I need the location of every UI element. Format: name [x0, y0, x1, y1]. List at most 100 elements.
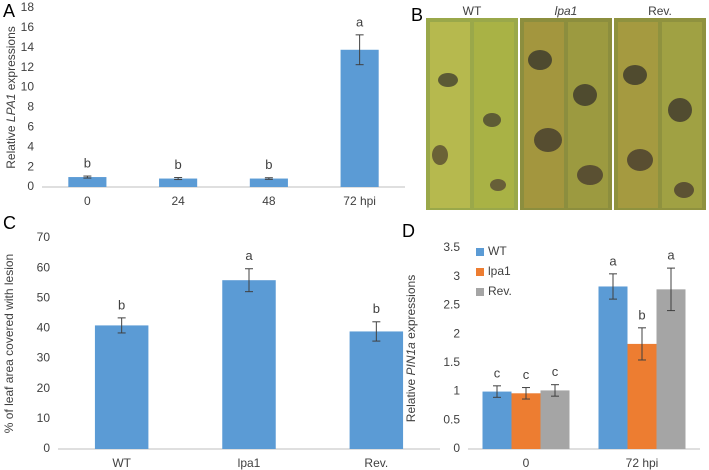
significance-label: b: [118, 297, 125, 312]
photo-label: WT: [463, 4, 482, 18]
significance-label: a: [356, 14, 364, 29]
significance-label: c: [552, 364, 559, 379]
y-tick-label: 6: [27, 120, 34, 134]
y-tick-label: 12: [21, 60, 35, 74]
error-bar: [638, 327, 646, 361]
significance-label: a: [245, 248, 253, 263]
lesion: [490, 179, 506, 191]
lesion: [483, 113, 501, 127]
y-tick-label: 18: [21, 0, 35, 14]
y-tick-label: 0: [453, 441, 460, 455]
significance-label: b: [373, 301, 380, 316]
y-tick-label: 70: [37, 230, 51, 244]
y-axis-label-part: % of leaf area covered with lesion: [2, 254, 16, 433]
error-bar: [355, 34, 364, 66]
lesion: [668, 98, 692, 122]
y-tick-label: 16: [21, 20, 35, 34]
y-tick-label: 10: [21, 80, 35, 94]
significance-label: b: [638, 307, 645, 322]
y-tick-label: 1: [453, 384, 460, 398]
lesion: [573, 84, 597, 106]
bar: [511, 393, 541, 449]
y-axis-label-part: expressions: [404, 275, 418, 342]
legend-label: WT: [488, 244, 507, 258]
y-tick-label: 40: [37, 321, 51, 335]
error-bar: [551, 384, 559, 397]
y-tick-label: 50: [37, 290, 51, 304]
lesion: [534, 128, 562, 152]
panel-letter: B: [411, 5, 423, 25]
y-tick-label: 0: [27, 179, 34, 193]
bar: [349, 331, 404, 449]
y-tick-label: 60: [37, 260, 51, 274]
y-axis-label: Relative LPA1 expressions: [4, 26, 18, 169]
error-bar: [174, 177, 183, 181]
bar: [340, 49, 379, 188]
panel-letter: C: [3, 213, 16, 233]
bar: [598, 286, 628, 449]
significance-label: b: [84, 155, 91, 170]
lesion: [577, 165, 603, 185]
y-tick-label: 14: [21, 40, 35, 54]
y-tick-label: 2: [453, 326, 460, 340]
legend-swatch: [476, 268, 484, 276]
y-tick-label: 3.5: [443, 240, 460, 254]
y-axis-label-part: PIN1a: [404, 342, 418, 376]
lesion: [623, 65, 647, 85]
lesion: [627, 149, 653, 171]
y-axis-label-part: LPA1: [4, 94, 18, 122]
legend-swatch: [476, 248, 484, 256]
x-tick-label: Rev.: [364, 456, 388, 470]
error-bar: [609, 273, 617, 300]
lesion: [674, 182, 694, 198]
significance-label: a: [667, 248, 675, 263]
x-tick-label: 72 hpi: [626, 456, 659, 470]
error-bar: [522, 387, 530, 400]
panel-letter: D: [402, 221, 415, 241]
y-axis-label: Relative PIN1a expressions: [404, 275, 418, 422]
significance-label: b: [265, 157, 272, 172]
panel-letter: A: [3, 1, 15, 21]
photo-label: Rev.: [648, 4, 672, 18]
error-bar: [493, 385, 501, 398]
x-tick-label: WT: [112, 456, 131, 470]
y-tick-label: 4: [27, 139, 34, 153]
error-bar: [372, 321, 381, 342]
y-tick-label: 2: [27, 159, 34, 173]
x-tick-label: 72 hpi: [343, 194, 376, 208]
error-bar: [117, 317, 126, 334]
x-tick-label: 0: [84, 194, 91, 208]
x-tick-label: 24: [171, 194, 185, 208]
x-tick-label: 48: [262, 194, 276, 208]
error-bar: [667, 267, 675, 312]
photo-label: lpa1: [555, 4, 578, 18]
y-tick-label: 1.5: [443, 355, 460, 369]
leaf: [618, 22, 658, 208]
y-axis-label-part: Relative: [404, 376, 418, 423]
significance-label: b: [175, 157, 182, 172]
y-axis-label-part: Relative: [4, 122, 18, 169]
y-tick-label: 20: [37, 381, 51, 395]
lesion: [528, 50, 552, 70]
error-bar: [264, 177, 273, 180]
bar: [159, 178, 198, 187]
y-tick-label: 2.5: [443, 298, 460, 312]
leaf: [430, 22, 470, 208]
x-tick-label: lpa1: [238, 456, 261, 470]
bar: [627, 343, 657, 449]
y-axis-label-part: expressions: [4, 26, 18, 93]
y-tick-label: 10: [37, 411, 51, 425]
significance-label: c: [523, 367, 530, 382]
bar: [222, 280, 276, 449]
y-tick-label: 0.5: [443, 412, 460, 426]
y-axis-label: % of leaf area covered with lesion: [2, 254, 16, 433]
leaf: [524, 22, 564, 208]
bar: [94, 325, 149, 449]
bar: [249, 178, 288, 187]
bar: [656, 289, 686, 449]
legend-swatch: [476, 288, 484, 296]
y-tick-label: 8: [27, 100, 34, 114]
x-tick-label: 0: [523, 456, 530, 470]
lesion: [432, 145, 448, 165]
